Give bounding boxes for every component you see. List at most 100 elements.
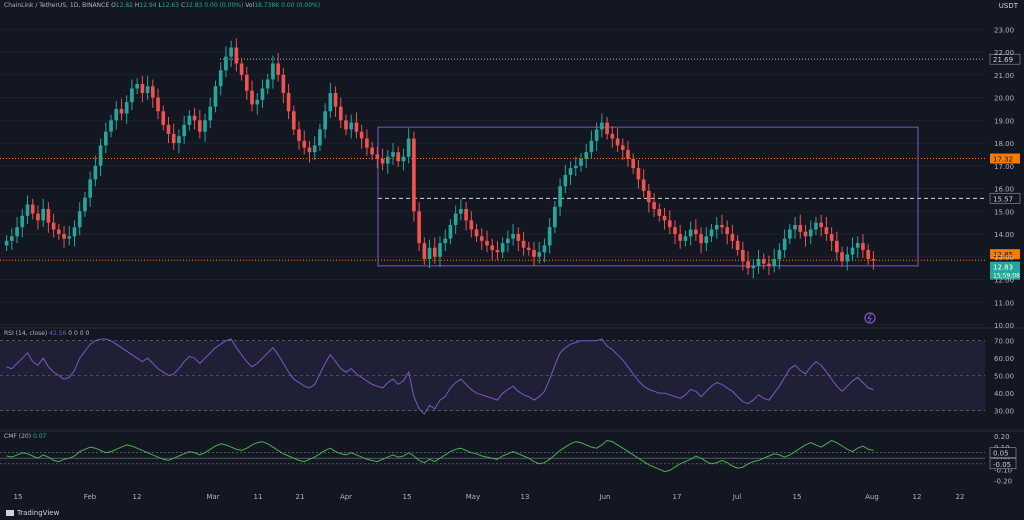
candle-body bbox=[171, 133, 176, 144]
candle-body bbox=[25, 204, 30, 216]
candle-body bbox=[145, 86, 150, 94]
cmf-level-box bbox=[989, 458, 1017, 470]
candle-body bbox=[46, 209, 51, 223]
time-tick: 13 bbox=[521, 493, 530, 501]
candle-body bbox=[307, 147, 312, 153]
price-tick: 11.00 bbox=[994, 299, 1014, 307]
candle-body bbox=[323, 111, 327, 130]
symbol-label[interactable]: ChainLink / TetherUS, 1D, BINANCE bbox=[4, 2, 110, 9]
cmf-tick: 0.20 bbox=[994, 433, 1010, 441]
rsi-panel: 70.00 60.00 50.00 40.00 30.00 bbox=[0, 338, 1014, 416]
candle-body bbox=[521, 240, 526, 248]
candle-body bbox=[406, 138, 411, 157]
footer-brand[interactable]: TradingView bbox=[6, 509, 59, 517]
candle-body bbox=[688, 229, 693, 237]
candle-body bbox=[286, 93, 291, 112]
candlesticks bbox=[0, 38, 1024, 432]
candle-body bbox=[720, 224, 724, 228]
candle-body bbox=[255, 99, 260, 105]
candle-body bbox=[281, 74, 286, 94]
candle-body bbox=[244, 74, 249, 91]
candle-body bbox=[208, 106, 213, 121]
level-label-box bbox=[989, 193, 1021, 204]
time-axis: 15 Feb 12 Mar 11 21 Apr 15 May 13 Jun 17 Jul 15 Aug 12 2… bbox=[14, 493, 965, 501]
candle-body bbox=[72, 227, 77, 237]
candle-body bbox=[177, 136, 181, 144]
candle-body bbox=[312, 145, 317, 153]
candle-body bbox=[777, 249, 782, 260]
candle-body bbox=[511, 234, 515, 239]
candle-body bbox=[694, 229, 698, 235]
rsi-label[interactable]: RSI (14, close) bbox=[4, 330, 48, 337]
candle-body bbox=[725, 227, 730, 235]
time-tick: Apr bbox=[340, 493, 352, 501]
alert-bolt-icon[interactable] bbox=[864, 312, 876, 324]
rsi-tick: 50.00 bbox=[994, 373, 1014, 381]
candle-body bbox=[140, 83, 145, 94]
candle-body bbox=[359, 131, 364, 139]
candle-body bbox=[291, 111, 296, 130]
candle-body bbox=[568, 168, 573, 175]
candle-body bbox=[203, 120, 207, 132]
price-axis: 23.00 22.00 21.00 20.00 19.00 18.00 17.00 16.00… bbox=[994, 26, 1014, 330]
time-tick: Aug bbox=[865, 493, 879, 501]
candle-body bbox=[453, 213, 458, 225]
price-tick: 12.00 bbox=[994, 277, 1014, 285]
candle-body bbox=[213, 86, 218, 107]
candle-body bbox=[302, 140, 307, 148]
candle-body bbox=[861, 243, 865, 250]
candle-body bbox=[260, 88, 265, 100]
candle-body bbox=[479, 236, 484, 241]
candle-body bbox=[156, 97, 160, 112]
cmf-label[interactable]: CMF (20) bbox=[4, 433, 32, 440]
price-tick: 14.00 bbox=[994, 231, 1014, 239]
cmf-level-label: 0.05 bbox=[993, 450, 1009, 458]
candle-body bbox=[276, 63, 280, 75]
chart-header: ChainLink / TetherUS, 1D, BINANCE O12.82… bbox=[4, 2, 320, 9]
candle-body bbox=[850, 247, 855, 255]
time-tick: May bbox=[466, 493, 480, 501]
candle-body bbox=[234, 47, 239, 64]
candle-body bbox=[516, 234, 521, 241]
candle-body bbox=[573, 165, 578, 169]
grid-lines bbox=[0, 28, 985, 326]
candle-body bbox=[67, 236, 72, 239]
candle-body bbox=[808, 229, 813, 237]
candle-body bbox=[412, 138, 416, 212]
close-value: 12.83 bbox=[185, 2, 203, 9]
candle-body bbox=[532, 249, 536, 257]
candle-body bbox=[579, 158, 583, 166]
candle-body bbox=[615, 138, 620, 146]
candle-body bbox=[829, 234, 834, 241]
time-tick: Jul bbox=[732, 493, 742, 501]
candle-body bbox=[871, 259, 876, 261]
volume-label: Vol bbox=[245, 2, 255, 9]
candle-body bbox=[396, 152, 401, 162]
open-label: O bbox=[111, 2, 116, 9]
candle-body bbox=[866, 249, 870, 260]
candle-body bbox=[798, 224, 803, 232]
rsi-tick: 70.00 bbox=[994, 338, 1014, 346]
candle-body bbox=[610, 133, 615, 139]
candle-body bbox=[375, 154, 380, 159]
rsi-tick: 40.00 bbox=[994, 390, 1014, 398]
candle-body bbox=[370, 147, 374, 155]
candle-body bbox=[657, 209, 662, 216]
low-value: 12.63 bbox=[161, 2, 180, 9]
candle-body bbox=[824, 227, 829, 235]
candle-body bbox=[103, 131, 108, 146]
level-label-box bbox=[990, 249, 1020, 260]
candle-body bbox=[417, 211, 421, 244]
time-tick: 22 bbox=[956, 493, 965, 501]
time-tick: 15 bbox=[14, 493, 23, 501]
candle-body bbox=[41, 209, 45, 221]
level-label: 17.32 bbox=[993, 156, 1013, 164]
candle-body bbox=[714, 224, 719, 230]
candle-body bbox=[187, 115, 192, 125]
level-label: 12.83 bbox=[993, 264, 1013, 272]
time-tick: Feb bbox=[84, 493, 97, 501]
rsi-value: 42.56 bbox=[49, 330, 67, 337]
time-tick: Jun bbox=[599, 493, 611, 501]
candle-body bbox=[271, 63, 275, 80]
